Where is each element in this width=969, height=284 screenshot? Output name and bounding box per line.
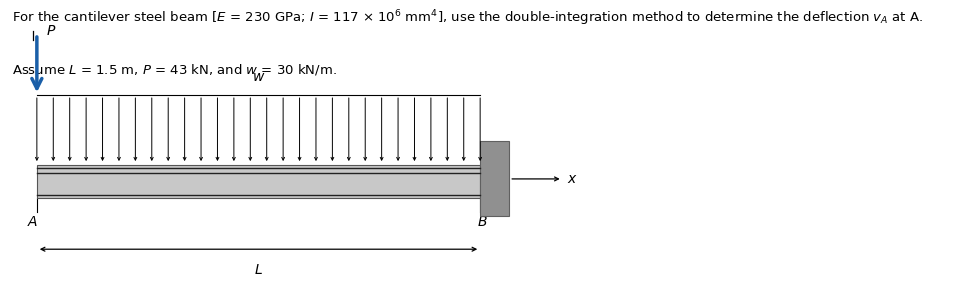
Text: A: A [27,215,37,229]
Text: For the cantilever steel beam [$E$ = 230 GPa; $I$ = 117 × 10$^6$ mm$^4$], use th: For the cantilever steel beam [$E$ = 230… [12,9,922,28]
Text: x: x [567,172,576,186]
Text: w: w [253,70,264,84]
Text: Assume $L$ = 1.5 m, $P$ = 43 kN, and $w$ = 30 kN/m.: Assume $L$ = 1.5 m, $P$ = 43 kN, and $w$… [12,62,336,78]
Text: P: P [47,24,55,38]
Bar [37,165,480,198]
Text: B: B [477,215,486,229]
Bar [480,141,509,216]
Text: L: L [255,264,262,277]
